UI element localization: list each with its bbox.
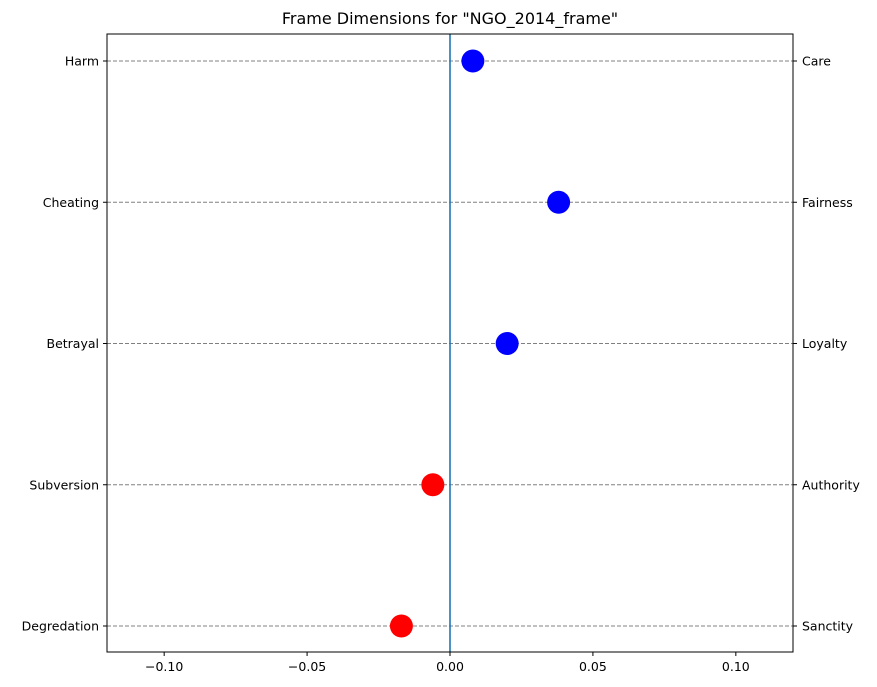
chart-title: Frame Dimensions for "NGO_2014_frame" [282,9,618,29]
x-tick-label: −0.10 [145,659,183,674]
x-tick-label: 0.00 [436,659,464,674]
left-tick-label: Harm [65,54,99,69]
data-point [421,473,445,497]
data-points [389,49,571,638]
x-tick-label: 0.10 [722,659,750,674]
data-point [547,190,571,214]
x-tick-label: −0.05 [288,659,326,674]
left-axis: Harm Cheating Betrayal Subversion Degredatio… [22,54,107,634]
x-tick-label: 0.05 [579,659,607,674]
data-point [389,614,413,638]
left-tick-label: Subversion [29,477,99,492]
x-axis: −0.10 −0.05 0.00 0.05 0.10 [145,652,750,674]
left-tick-label: Cheating [43,195,99,210]
right-tick-label: Authority [802,477,860,492]
right-tick-label: Sanctity [802,619,854,634]
right-axis: Care Fairness Loyalty Authority Sanctity [793,54,860,634]
data-point [461,49,485,73]
left-tick-label: Betrayal [47,336,100,351]
right-tick-label: Fairness [802,195,853,210]
data-point [495,332,519,355]
right-tick-label: Care [802,54,831,69]
left-tick-label: Degredation [22,619,99,634]
right-tick-label: Loyalty [802,336,848,351]
